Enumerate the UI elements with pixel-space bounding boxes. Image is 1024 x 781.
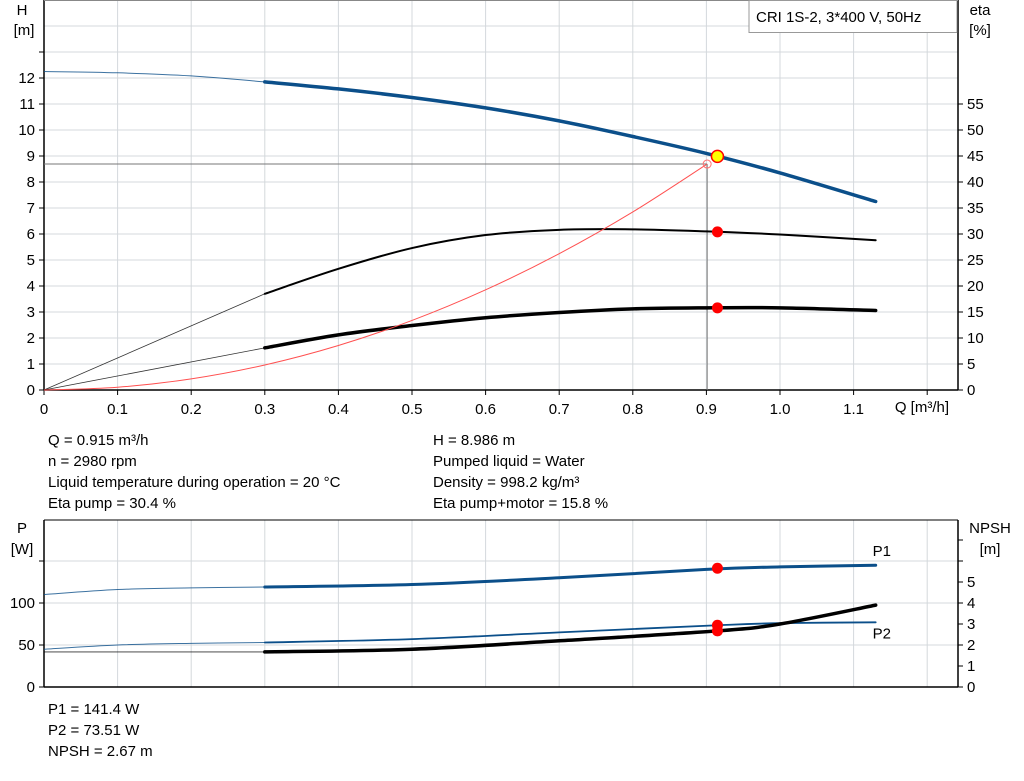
series-H	[263, 80, 878, 204]
y-tick-label: 2	[27, 330, 35, 347]
p-tick-label: 0	[27, 679, 35, 696]
info-eta-pump-motor: Eta pump+motor = 15.8 %	[433, 495, 609, 512]
x-tick-label: 0.9	[696, 401, 717, 418]
y-tick-label: 0	[27, 382, 35, 399]
x-tick-label: 0	[40, 401, 48, 418]
info-right: H = 8.986 m Pumped liquid = Water Densit…	[433, 430, 608, 514]
info-density: Density = 998.2 kg/m³	[433, 474, 580, 491]
y2-tick-label: 0	[967, 382, 975, 399]
series-p1	[263, 563, 878, 589]
p-tick-label: 50	[18, 637, 35, 654]
info-head: H = 8.986 m	[433, 432, 516, 449]
series-H-extrapolated	[43, 71, 265, 83]
info-speed: n = 2980 rpm	[48, 453, 137, 470]
x-tick-label: 1.0	[770, 401, 791, 418]
series-eta-pump-motor	[263, 305, 878, 350]
npsh-axis-label: NPSH	[969, 520, 1011, 537]
info-p1: P1 = 141.4 W	[48, 701, 140, 718]
y-tick-label: 3	[27, 304, 35, 321]
info-p2: P2 = 73.51 W	[48, 722, 140, 739]
y-axis-unit: [m]	[14, 22, 35, 39]
y2-tick-label: 50	[967, 122, 984, 139]
chart-title: CRI 1S-2, 3*400 V, 50Hz	[756, 9, 921, 26]
y-tick-label: 1	[27, 356, 35, 373]
eta-pump-motor-marker	[711, 302, 723, 314]
series-label-p1: P1	[873, 543, 891, 560]
y2-tick-label: 35	[967, 200, 984, 217]
requested-point-marker	[702, 159, 712, 169]
y2-tick-label: 15	[967, 304, 984, 321]
x-tick-label: 0.4	[328, 401, 349, 418]
info-left: Q = 0.915 m³/h n = 2980 rpm Liquid tempe…	[48, 430, 340, 514]
y2-tick-label: 45	[967, 148, 984, 165]
y-tick-label: 11	[19, 96, 35, 113]
npsh-tick-label: 2	[967, 637, 975, 654]
eta-pump-marker	[711, 226, 723, 238]
p-axis-unit: [W]	[11, 541, 34, 558]
series-system-curve	[43, 163, 708, 391]
npsh-tick-label: 1	[967, 658, 975, 675]
series-eta-pump	[263, 228, 877, 295]
x-tick-label: 0.5	[402, 401, 423, 418]
npsh-axis-unit: [m]	[980, 541, 1001, 558]
npsh-tick-label: 4	[967, 595, 975, 612]
p-axis-label: P	[17, 520, 27, 537]
y2-tick-label: 55	[967, 96, 984, 113]
y2-tick-label: 5	[967, 356, 975, 373]
y-tick-label: 5	[27, 252, 35, 269]
npsh-tick-label: 3	[967, 616, 975, 633]
y2-axis-label: eta	[970, 2, 992, 19]
info-liquid: Pumped liquid = Water	[433, 453, 585, 470]
x-tick-label: 1.1	[843, 401, 864, 418]
y-tick-label: 7	[27, 200, 35, 217]
x-tick-label: 0.3	[254, 401, 275, 418]
series-npsh	[263, 603, 878, 654]
y-tick-label: 6	[27, 226, 35, 243]
y-tick-label: 9	[27, 148, 35, 165]
x-tick-label: 0.1	[107, 401, 128, 418]
y2-tick-label: 20	[967, 278, 984, 295]
title-box	[748, 0, 958, 33]
p-tick-label: 100	[10, 595, 35, 612]
info-npsh: NPSH = 2.67 m	[48, 743, 153, 760]
series-p2-extrapolated	[43, 641, 265, 650]
series-p1-extrapolated	[43, 586, 265, 596]
npsh-tick-label: 5	[967, 574, 975, 591]
series-eta-pump-extrapolated	[43, 293, 265, 391]
y2-tick-label: 25	[967, 252, 984, 269]
series-eta-pump-motor-extrapolated	[43, 347, 265, 391]
info-eta-pump: Eta pump = 30.4 %	[48, 495, 176, 512]
info-flow: Q = 0.915 m³/h	[48, 432, 149, 449]
y2-tick-label: 30	[967, 226, 984, 243]
info-temperature: Liquid temperature during operation = 20…	[48, 474, 341, 491]
y2-tick-label: 10	[967, 330, 984, 347]
y2-tick-label: 40	[967, 174, 984, 191]
x-axis-label: Q [m³/h]	[895, 399, 949, 416]
x-tick-label: 0.8	[622, 401, 643, 418]
y2-axis-unit: [%]	[969, 22, 991, 39]
npsh-tick-label: 0	[967, 679, 975, 696]
operating-point-marker	[710, 149, 725, 164]
y-tick-label: 12	[18, 70, 35, 87]
y-axis-label: H	[17, 2, 28, 19]
y-tick-label: 8	[27, 174, 35, 191]
y-tick-label: 10	[18, 122, 35, 139]
y-tick-label: 4	[27, 278, 35, 295]
p1-marker	[711, 562, 723, 574]
x-tick-label: 0.6	[475, 401, 496, 418]
x-tick-label: 0.7	[549, 401, 570, 418]
info-bottom: P1 = 141.4 W P2 = 73.51 W NPSH = 2.67 m	[48, 699, 153, 762]
series-label-p2: P2	[873, 625, 891, 642]
npsh-marker	[711, 625, 723, 637]
x-tick-label: 0.2	[181, 401, 202, 418]
